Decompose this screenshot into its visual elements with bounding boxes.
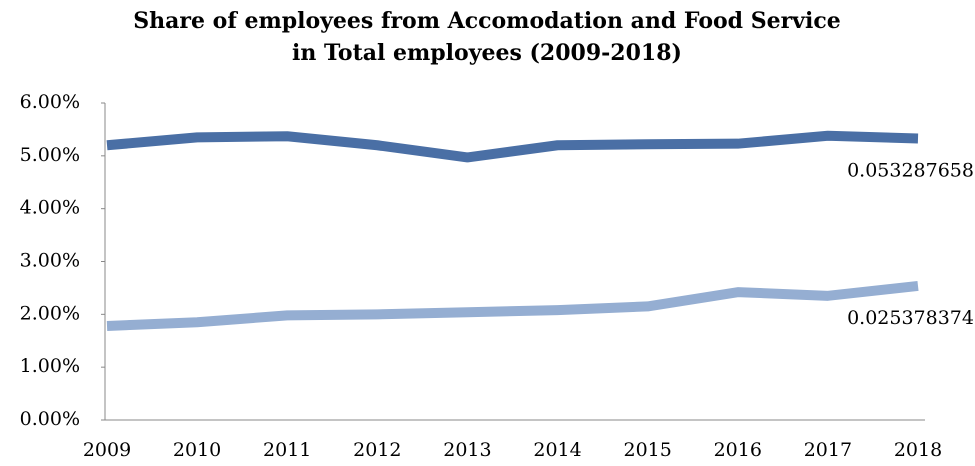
x-tick-label: 2012 [353, 439, 401, 461]
x-tick-label: 2009 [83, 439, 131, 461]
x-tick-label: 2014 [533, 439, 581, 461]
y-tick-label: 1.00% [20, 355, 80, 377]
x-tick-label: 2015 [623, 439, 671, 461]
x-tick-label: 2018 [894, 439, 942, 461]
y-tick-label: 2.00% [20, 302, 80, 324]
x-tick-label: 2016 [714, 439, 762, 461]
y-tick-label: 3.00% [20, 250, 80, 272]
y-tick-label: 6.00% [20, 91, 80, 113]
data-label: 0.053287658 [847, 159, 974, 181]
y-tick-label: 4.00% [20, 197, 80, 219]
x-tick-label: 2017 [804, 439, 852, 461]
y-tick-label: 5.00% [20, 144, 80, 166]
line [106, 280, 919, 331]
line [106, 130, 919, 163]
chart-title: Share of employees from Accomodation and… [133, 8, 840, 34]
x-tick-label: 2011 [263, 439, 311, 461]
x-tick-label: 2013 [443, 439, 491, 461]
x-tick-label: 2010 [173, 439, 221, 461]
y-tick-label: 0.00% [20, 408, 80, 430]
chart-title: in Total employees (2009-2018) [292, 40, 682, 66]
data-label: 0.025378374 [847, 307, 974, 329]
